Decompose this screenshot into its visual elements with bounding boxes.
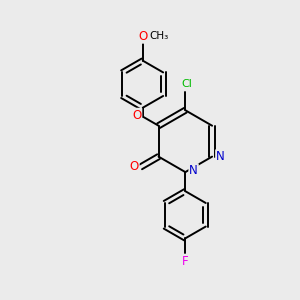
Text: O: O	[130, 160, 139, 173]
Text: N: N	[216, 150, 225, 163]
Text: CH₃: CH₃	[149, 31, 169, 41]
Text: F: F	[182, 255, 189, 268]
Text: O: O	[132, 109, 142, 122]
Text: Cl: Cl	[182, 79, 192, 89]
Text: N: N	[189, 164, 198, 177]
Text: O: O	[138, 30, 147, 43]
